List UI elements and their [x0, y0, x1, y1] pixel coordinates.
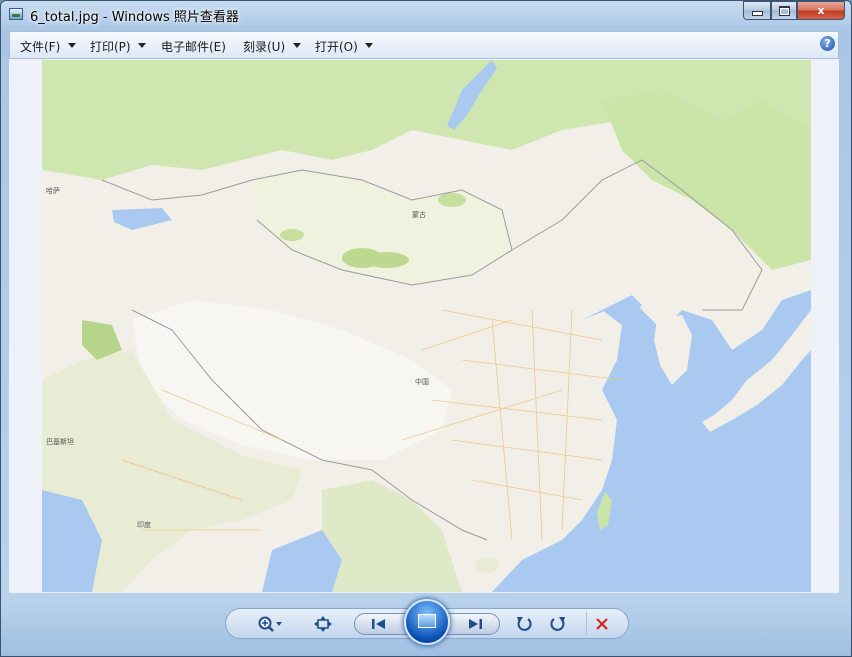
previous-icon	[372, 618, 385, 629]
bohai-sea	[602, 295, 642, 325]
help-icon[interactable]: ?	[820, 36, 835, 51]
photo-viewer-app-icon	[9, 8, 23, 20]
tibet-plateau	[132, 300, 452, 460]
rotate-right-icon	[550, 616, 565, 631]
road-network	[121, 309, 623, 541]
actual-size-button[interactable]	[308, 612, 338, 635]
menu-open[interactable]: 打开(O)	[315, 40, 358, 54]
slideshow-button[interactable]	[404, 599, 450, 645]
arabian-sea	[42, 490, 102, 592]
mongolia-border	[101, 169, 513, 286]
taiwan-island	[597, 492, 612, 530]
india-region	[42, 350, 302, 592]
chevron-down-icon[interactable]	[365, 43, 373, 48]
menu-file[interactable]: 文件(F)	[20, 40, 61, 54]
kashmir-green	[82, 320, 122, 360]
delete-icon	[596, 617, 608, 630]
slideshow-icon	[418, 614, 436, 628]
close-button[interactable]: x	[797, 1, 845, 20]
minimize-icon	[751, 11, 763, 16]
grass-patch	[365, 252, 409, 268]
map-label-china: 中国	[415, 377, 429, 386]
close-icon: x	[817, 4, 825, 17]
maximize-button[interactable]	[771, 1, 797, 20]
lake-balkhash	[112, 208, 172, 230]
lake-baikal	[447, 60, 497, 130]
hainan-island	[475, 557, 499, 573]
actual-size-icon	[314, 615, 332, 632]
menu-bar: 文件(F) 打印(P) 电子邮件(E) 刻录(U) 打开(O) ?	[9, 31, 839, 59]
previous-button[interactable]	[364, 612, 394, 635]
southeast-asia	[322, 480, 462, 592]
north-border	[511, 159, 763, 311]
manchuria-green	[602, 90, 811, 270]
zoom-icon	[258, 616, 282, 632]
south-border	[131, 309, 488, 541]
map-image: 蒙古 中国 印度 巴基斯坦 哈萨	[42, 60, 811, 592]
japan-islands	[702, 310, 811, 432]
bay-of-bengal	[262, 530, 342, 592]
grass-patch	[280, 229, 304, 241]
zoom-button[interactable]	[252, 612, 286, 635]
map-label-india: 印度	[137, 520, 151, 529]
map-label-kazakhstan: 哈萨	[46, 186, 60, 195]
pacific-ocean	[492, 290, 811, 592]
window-title: 6_total.jpg - Windows 照片查看器	[30, 10, 239, 25]
map-label-pakistan: 巴基斯坦	[46, 437, 74, 446]
title-bar[interactable]: 6_total.jpg - Windows 照片查看器 x	[1, 1, 851, 29]
rotate-right-button[interactable]	[544, 612, 572, 635]
image-viewport[interactable]: 蒙古 中国 印度 巴基斯坦 哈萨	[9, 59, 839, 593]
chevron-down-icon[interactable]	[293, 43, 301, 48]
chevron-down-icon[interactable]	[68, 43, 76, 48]
next-icon	[469, 618, 482, 629]
map-label-mongolia: 蒙古	[412, 210, 426, 219]
rotate-left-button[interactable]	[510, 612, 538, 635]
maximize-icon	[778, 5, 790, 16]
menu-print[interactable]: 打印(P)	[90, 40, 131, 54]
menu-email[interactable]: 电子邮件(E)	[161, 40, 226, 54]
siberia-region	[42, 60, 811, 180]
korean-peninsula	[654, 315, 692, 385]
delete-button[interactable]	[586, 612, 617, 635]
next-button[interactable]	[460, 612, 490, 635]
rotate-left-icon	[517, 616, 532, 631]
minimize-button[interactable]	[743, 1, 771, 20]
menu-burn[interactable]: 刻录(U)	[243, 40, 286, 54]
grass-patch	[438, 193, 466, 207]
chevron-down-icon[interactable]	[138, 43, 146, 48]
